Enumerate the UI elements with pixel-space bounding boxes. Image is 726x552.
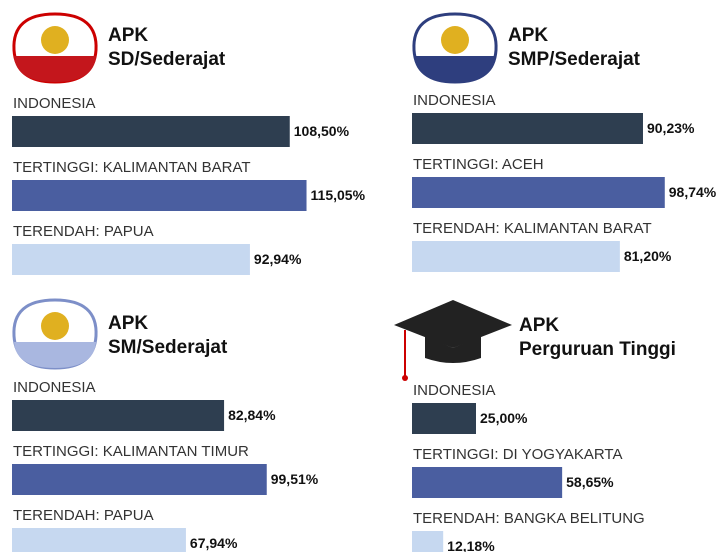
- value-label: 12,18%: [447, 538, 495, 552]
- category-label: TERTINGGI: ACEH: [413, 156, 544, 173]
- value-label: 115,05%: [311, 187, 366, 203]
- category-label: INDONESIA: [13, 95, 96, 112]
- value-label: 81,20%: [624, 248, 672, 264]
- graduation-cap: [394, 300, 512, 381]
- value-label: 92,94%: [254, 251, 302, 267]
- bar: [12, 180, 307, 211]
- bar: [12, 244, 250, 275]
- category-label: INDONESIA: [13, 379, 96, 396]
- value-label: 98,74%: [669, 184, 717, 200]
- category-label: TERENDAH: KALIMANTAN BARAT: [413, 220, 652, 237]
- panel-subtitle: SM/Sederajat: [108, 337, 228, 358]
- panel-title: APK: [108, 25, 148, 46]
- bar: [12, 464, 267, 495]
- category-label: TERTINGGI: KALIMANTAN TIMUR: [13, 443, 249, 460]
- category-label: TERTINGGI: DI YOGYAKARTA: [413, 446, 623, 463]
- bar: [412, 241, 620, 272]
- value-label: 108,50%: [294, 123, 350, 139]
- bar: [412, 531, 444, 552]
- panel-title: APK: [108, 313, 148, 334]
- emblem-sm: [12, 298, 98, 370]
- bar: [12, 116, 290, 147]
- bar: [412, 403, 476, 434]
- panel-subtitle: SMP/Sederajat: [508, 49, 641, 70]
- bar: [412, 467, 563, 498]
- panel-title: APK: [508, 25, 548, 46]
- bar: [12, 400, 225, 431]
- bar: [412, 177, 665, 208]
- category-label: TERENDAH: BANGKA BELITUNG: [413, 510, 645, 527]
- value-label: 99,51%: [271, 471, 319, 487]
- category-label: TERENDAH: PAPUA: [13, 507, 154, 524]
- panel-subtitle: SD/Sederajat: [108, 49, 226, 70]
- value-label: 67,94%: [190, 535, 238, 551]
- value-label: 58,65%: [566, 474, 614, 490]
- bar: [412, 113, 643, 144]
- category-label: TERTINGGI: KALIMANTAN BARAT: [13, 159, 251, 176]
- emblem-smp: [412, 12, 498, 84]
- category-label: INDONESIA: [413, 92, 496, 109]
- panel-subtitle: Perguruan Tinggi: [519, 339, 676, 360]
- category-label: TERENDAH: PAPUA: [13, 223, 154, 240]
- value-label: 82,84%: [228, 407, 276, 423]
- panel-title: APK: [519, 315, 559, 336]
- category-label: INDONESIA: [413, 382, 496, 399]
- value-label: 90,23%: [647, 120, 695, 136]
- value-label: 25,00%: [480, 410, 528, 426]
- emblem-sd: [12, 12, 98, 84]
- bar: [12, 528, 186, 552]
